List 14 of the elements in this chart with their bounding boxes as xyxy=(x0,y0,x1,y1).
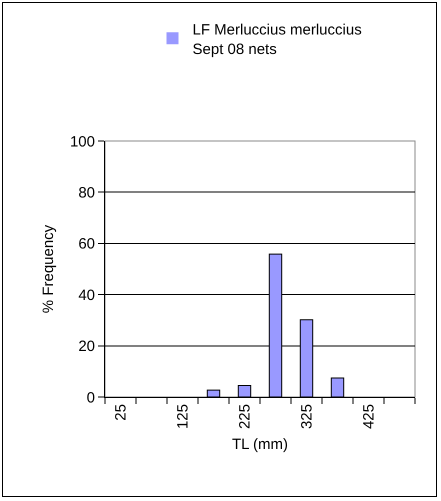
legend-label: LF Merluccius merluccius Sept 08 nets xyxy=(192,21,362,58)
y-tick-label: 20 xyxy=(78,338,95,356)
x-tick-label: 325 xyxy=(298,404,316,430)
y-tick-label: 60 xyxy=(78,236,95,253)
y-tick-label: 0 xyxy=(86,389,95,406)
y-tick-label: 40 xyxy=(78,286,95,304)
y-tick-label: 80 xyxy=(78,184,95,202)
x-tick-label: 425 xyxy=(360,404,378,430)
x-tick-label: 125 xyxy=(174,404,192,430)
y-axis-title: % Frequency xyxy=(40,224,58,314)
x-tick-label: 225 xyxy=(236,404,254,430)
x-tick-label: 25 xyxy=(112,404,130,421)
x-axis-title: TL (mm) xyxy=(232,436,288,454)
y-tick-label: 100 xyxy=(70,133,95,150)
